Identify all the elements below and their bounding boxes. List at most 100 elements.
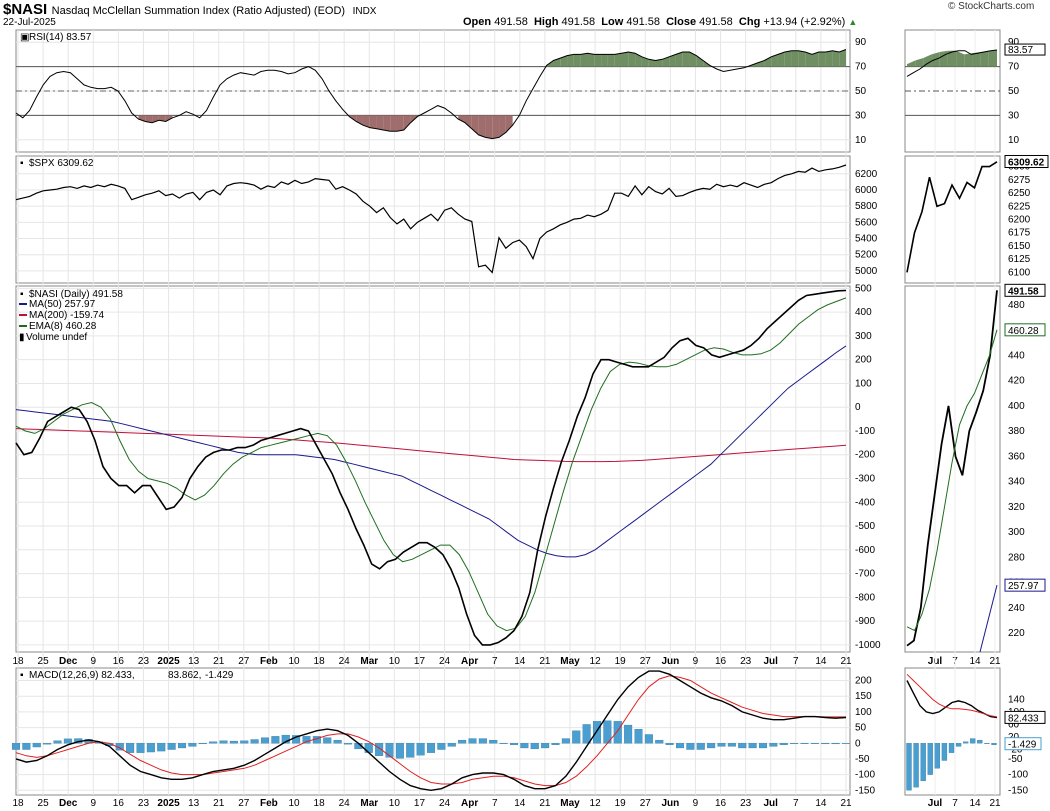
zoom-macd-histogram-bar [913, 743, 919, 788]
rsi-oversold-fill [396, 115, 404, 132]
macd-histogram-bar [717, 743, 726, 747]
zoom-spx-line [906, 161, 998, 273]
rsi-overbought-fill [825, 50, 833, 67]
zoom-rsi-y-tick-label: 50 [1008, 86, 1020, 97]
macd-histogram-bar [416, 743, 425, 756]
price-series-ma50 [15, 345, 847, 558]
x-axis-tick-label: 18 [12, 656, 24, 667]
rsi-line [15, 49, 847, 140]
macd-histogram-bar [385, 743, 394, 758]
watermark: © StockCharts.com [948, 1, 1035, 12]
macd-legend-icon: ▪ [20, 670, 24, 681]
spx-y-tick-label: 6000 [855, 185, 878, 196]
spx-y-tick-label: 5800 [855, 201, 878, 212]
rsi-legend: RSI(14) 83.57 [29, 32, 92, 43]
rsi-overbought-fill [621, 51, 629, 67]
x-axis-tick-label: 21 [539, 656, 551, 667]
rsi-oversold-fill [390, 115, 397, 132]
zoom-spx-y-tick-label: 6125 [1008, 254, 1031, 265]
zoom-price-current-value: 491.58 [1008, 286, 1039, 297]
price-y-tick-label: -400 [855, 497, 875, 508]
open-label: Open [463, 16, 492, 28]
macd-histogram-bar [831, 743, 840, 745]
rsi-overbought-fill [573, 54, 581, 67]
high-label: High [533, 16, 559, 28]
zoom-macd-y-tick-label: 140 [1008, 694, 1025, 705]
rsi-overbought-fill [771, 54, 778, 67]
macd-histogram-bar [22, 743, 31, 750]
zoom-spx-y-tick-label: 6175 [1008, 228, 1031, 239]
zoom-price-y-tick-label: 320 [1008, 502, 1025, 513]
macd-histogram-bar [520, 743, 529, 749]
macd-y-tick-label: 50 [855, 723, 867, 734]
x-axis-tick-label: 21 [840, 656, 852, 667]
zoom-spx-y-tick-label: 6250 [1008, 188, 1031, 199]
price-y-tick-label: -800 [855, 592, 875, 603]
x-axis-tick-label: 13 [188, 656, 200, 667]
x-axis-bottom-tick-label: 9 [90, 798, 96, 809]
macd-histogram-bar [167, 743, 176, 750]
rsi-overbought-fill [614, 53, 622, 67]
zoom-hist-current-box [1004, 737, 1042, 751]
zoom-price-y-tick-label: 440 [1008, 350, 1025, 361]
rsi-oversold-fill [499, 115, 506, 138]
macd-histogram-bar [323, 737, 332, 744]
low-label: Low [601, 16, 624, 28]
rsi-legend-icon: ▣ [20, 32, 29, 43]
price-legend-ma50_legend: MA(50) 257.97 [29, 299, 96, 310]
x-axis-bottom-tick-label: 23 [138, 798, 150, 809]
x-axis-bottom-tick-label: Feb [260, 798, 278, 809]
zoom-macd-histogram-bar [955, 743, 962, 747]
macd-histogram-bar [572, 730, 581, 744]
rsi-overbought-fill [567, 54, 574, 67]
price-legend-ma200_legend: MA(200) -159.74 [29, 310, 104, 321]
macd-histogram-bar [821, 743, 830, 745]
rsi-oversold-fill [362, 115, 370, 128]
macd-histogram-bar [499, 743, 508, 744]
x-axis-tick-label: 7 [793, 656, 799, 667]
spx-legend-icon: ▪ [20, 158, 24, 169]
rsi-overbought-fill [798, 50, 806, 67]
price-y-tick-label: -100 [855, 426, 875, 437]
price-legend: $NASI (Daily) 491.58 [29, 289, 123, 300]
price-y-tick-label: -700 [855, 569, 875, 580]
macd-histogram-bar [177, 743, 187, 749]
x-axis-tick-label: 9 [90, 656, 96, 667]
price-y-tick-label: -900 [855, 616, 875, 627]
rsi-overbought-fill [607, 54, 615, 67]
zoom-spx-y-tick-label: 6200 [1008, 215, 1031, 226]
rsi-oversold-fill [383, 115, 391, 132]
macd-histogram-bar [343, 743, 353, 745]
price-y-tick-label: -600 [855, 545, 875, 556]
x-axis-bottom-tick-label: Jul [764, 798, 779, 809]
macd-histogram-bar [634, 728, 643, 744]
zoom-rsi-fill [939, 50, 948, 67]
chg-value: +13.94 (+2.92%) [763, 16, 846, 28]
rsi-oversold-fill [369, 115, 377, 129]
zoom-rsi-fill [988, 50, 997, 67]
date-label: 22-Jul-2025 [3, 17, 56, 28]
macd-histogram-bar [665, 743, 674, 745]
zoom-macd-histogram-bar [927, 743, 933, 775]
zoom-nasi-line [906, 290, 998, 647]
price-y-tick-label: 100 [855, 378, 872, 389]
price-y-tick-label: 0 [855, 402, 861, 413]
macd-histogram-bar [644, 734, 653, 744]
zoom-rsi-y-tick-label: 10 [1008, 135, 1020, 146]
macd-histogram-bar [43, 743, 52, 745]
rsi-overbought-fill [764, 56, 772, 67]
macd-histogram-bar [478, 738, 487, 744]
up-triangle-icon: ▲ [848, 17, 858, 27]
macd-line [15, 670, 847, 792]
zoom-frame-spx [904, 155, 1001, 284]
macd-histogram-bar [613, 721, 622, 744]
x-axis-tick-label: Dec [59, 656, 78, 667]
macd-histogram-bar [551, 743, 560, 745]
zoom-x-bottom-tick-label: 7 [952, 798, 958, 809]
x-axis-tick-label: 14 [514, 656, 526, 667]
zoom-macd-current-value: 82.433 [1008, 713, 1039, 724]
x-axis-bottom-tick-label: Apr [461, 798, 478, 809]
macd-histogram-bar [790, 743, 799, 744]
rsi-overbought-fill [587, 53, 595, 67]
